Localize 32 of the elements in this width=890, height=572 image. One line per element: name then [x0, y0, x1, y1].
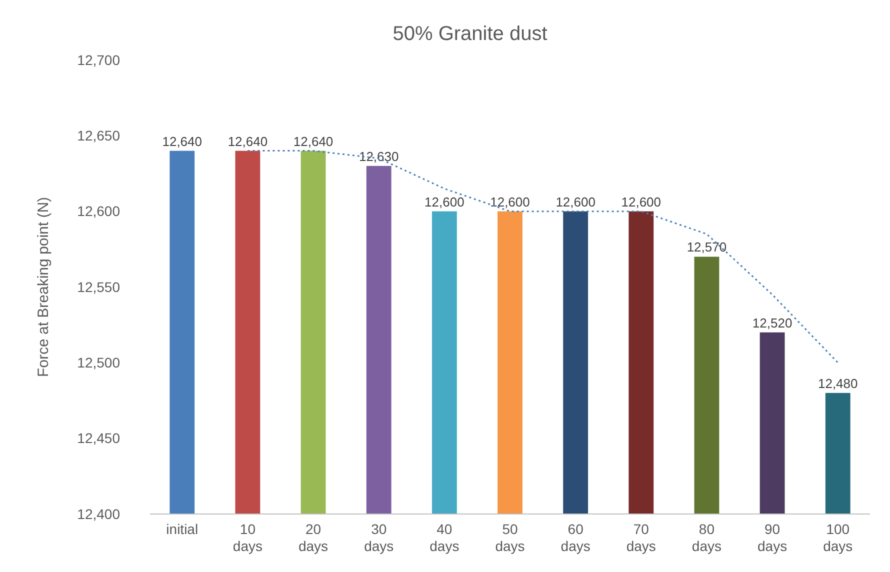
chart-title: 50% Granite dust [392, 23, 548, 45]
x-tick-label: 30 days [364, 521, 394, 554]
x-tick-label: 70 days [626, 521, 656, 554]
data-label: 12,640 [228, 134, 268, 149]
data-label: 12,570 [686, 240, 727, 255]
x-tick-label: 40 days [430, 521, 460, 554]
data-label: 12,630 [358, 148, 399, 164]
data-label: 12,480 [818, 376, 858, 391]
x-tick-label: 80 days [692, 521, 722, 554]
x-tick-label: 60 days [560, 521, 590, 554]
x-tick-label: 100 days [823, 521, 853, 554]
data-label: 12,640 [162, 134, 202, 149]
data-label: 12,600 [424, 194, 464, 210]
x-tick-label: 50 days [495, 521, 525, 554]
x-tick-label: 20 days [298, 521, 328, 554]
x-tick-label: initial [166, 521, 198, 537]
y-tick-label: 12,400 [77, 506, 120, 522]
y-tick-label: 12,700 [77, 52, 120, 68]
data-label: 12,600 [556, 194, 596, 210]
data-label: 12,600 [621, 194, 662, 210]
y-axis-title: Force at Breaking point (N) [35, 196, 52, 378]
y-tick-label: 12,650 [77, 128, 120, 144]
data-label: 12,600 [490, 194, 530, 210]
y-tick-label: 12,600 [77, 203, 120, 220]
x-tick-label: 90 days [758, 521, 788, 554]
data-label: 12,640 [293, 134, 334, 149]
data-label: 12,520 [752, 315, 792, 330]
y-tick-label: 12,550 [77, 278, 120, 295]
x-tick-label: 10 days [232, 521, 262, 554]
y-tick-label: 12,500 [77, 354, 120, 371]
line-series [246, 150, 839, 364]
y-tick-label: 12,450 [77, 430, 120, 446]
